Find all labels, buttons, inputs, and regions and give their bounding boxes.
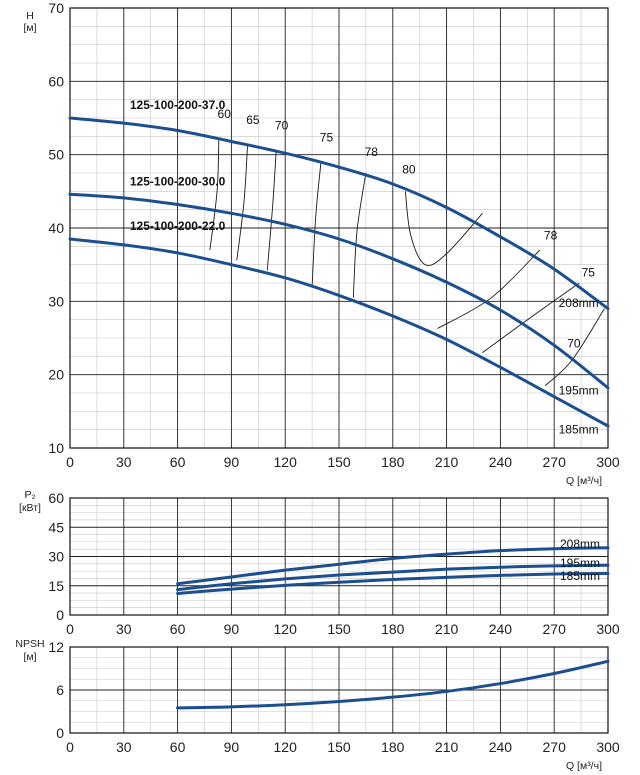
x-tick-label: 210 <box>435 739 459 755</box>
series-curve <box>176 546 610 586</box>
series-name-label: 125-100-200-30.0 <box>130 174 226 188</box>
series-curve <box>68 116 610 311</box>
x-tick-label: 210 <box>435 454 459 470</box>
x-tick-label: 270 <box>543 739 567 755</box>
x-tick-label: 90 <box>224 621 240 637</box>
y-tick-label: 12 <box>48 639 64 655</box>
x-tick-label: 180 <box>381 621 405 637</box>
efficiency-label: 75 <box>320 130 334 144</box>
y-tick-label: 60 <box>48 73 64 89</box>
efficiency-label: 78 <box>365 145 379 159</box>
y-tick-label: 20 <box>48 367 64 383</box>
y-tick-label: 70 <box>48 0 64 16</box>
head-chart-panel: 10 20 30 40 50 60 70 0 30 60 90 120 150 180 210 240 270 3… <box>23 0 619 487</box>
y-tick-label: 10 <box>48 440 64 456</box>
y-tick-label: 0 <box>56 607 64 623</box>
y-tick-label: 60 <box>48 490 64 506</box>
efficiency-line <box>437 249 541 329</box>
efficiency-line <box>482 282 580 354</box>
diameter-label: 185mm <box>559 422 599 436</box>
series-name-label: 125-100-200-37.0 <box>130 98 226 112</box>
efficiency-label: 80 <box>402 163 416 177</box>
series-curve <box>176 571 610 596</box>
x-tick-label: 60 <box>170 454 186 470</box>
x-tick-label: 90 <box>224 454 240 470</box>
y-tick-label: 40 <box>48 220 64 236</box>
x-tick-label: 30 <box>116 454 132 470</box>
y-axis-label: H <box>26 10 34 22</box>
x-tick-label: 0 <box>66 739 74 755</box>
x-tick-label: 210 <box>435 621 459 637</box>
y-tick-label: 50 <box>48 147 64 163</box>
plot-frame <box>69 7 609 449</box>
series-curve <box>176 563 610 592</box>
x-tick-label: 120 <box>274 454 298 470</box>
plot-frame <box>69 646 609 734</box>
efficiency-line <box>236 145 248 261</box>
series-curve <box>68 237 610 428</box>
x-tick-label: 60 <box>170 621 186 637</box>
power-series-label: 185mm <box>560 569 600 583</box>
y-axis-unit: [кВт] <box>19 502 41 514</box>
y-tick-label: 45 <box>48 519 64 535</box>
y-axis-unit: [м] <box>23 22 36 34</box>
series-name-label: 125-100-200-22.0 <box>130 219 226 233</box>
efficiency-line <box>209 139 220 251</box>
x-tick-label: 150 <box>327 454 351 470</box>
x-tick-label: 120 <box>274 621 298 637</box>
y-axis-label: NPSH <box>15 638 44 650</box>
y-axis-label: P₂ <box>24 489 35 501</box>
efficiency-line <box>311 161 322 287</box>
x-tick-label: 240 <box>489 621 513 637</box>
x-tick-label: 180 <box>381 454 405 470</box>
diameter-label: 208mm <box>559 296 599 310</box>
x-tick-label: 150 <box>327 621 351 637</box>
x-tick-label: 300 <box>596 454 620 470</box>
x-axis-label: Q [м³/ч] <box>566 475 602 487</box>
x-tick-label: 30 <box>116 621 132 637</box>
y-tick-label: 30 <box>48 293 64 309</box>
x-tick-label: 300 <box>596 621 620 637</box>
efficiency-label: 75 <box>582 265 596 279</box>
x-tick-label: 300 <box>596 739 620 755</box>
power-series-label: 195mm <box>560 556 600 570</box>
series-curve <box>68 192 610 390</box>
x-tick-label: 240 <box>489 739 513 755</box>
y-tick-label: 15 <box>48 578 64 594</box>
x-tick-label: 180 <box>381 739 405 755</box>
x-tick-label: 90 <box>224 739 240 755</box>
x-tick-label: 0 <box>66 621 74 637</box>
x-tick-label: 60 <box>170 739 186 755</box>
efficiency-line <box>352 172 367 298</box>
efficiency-label: 65 <box>246 113 260 127</box>
efficiency-line <box>404 191 483 266</box>
x-tick-label: 240 <box>489 454 513 470</box>
series-curve <box>176 659 610 710</box>
x-tick-label: 270 <box>543 454 567 470</box>
efficiency-label: 70 <box>567 337 581 351</box>
x-tick-label: 30 <box>116 739 132 755</box>
x-tick-label: 0 <box>66 454 74 470</box>
y-tick-label: 6 <box>56 682 64 698</box>
x-axis-label: Q [м³/ч] <box>566 760 602 772</box>
power-chart-panel: 0 15 30 45 60 0 30 60 90 120 150 180 210 240 270 300 P₂[… <box>19 489 620 637</box>
efficiency-label: 78 <box>544 229 558 243</box>
y-tick-label: 0 <box>56 725 64 741</box>
x-tick-label: 270 <box>543 621 567 637</box>
y-tick-label: 30 <box>48 549 64 565</box>
diameter-label: 195mm <box>559 383 599 397</box>
efficiency-label: 60 <box>218 107 232 121</box>
x-tick-label: 150 <box>327 739 351 755</box>
efficiency-label: 70 <box>275 119 289 133</box>
power-series-label: 208mm <box>560 537 600 551</box>
plot-frame <box>69 497 609 616</box>
y-axis-unit: [м] <box>23 651 36 663</box>
x-tick-label: 120 <box>274 739 298 755</box>
efficiency-line <box>266 150 277 271</box>
